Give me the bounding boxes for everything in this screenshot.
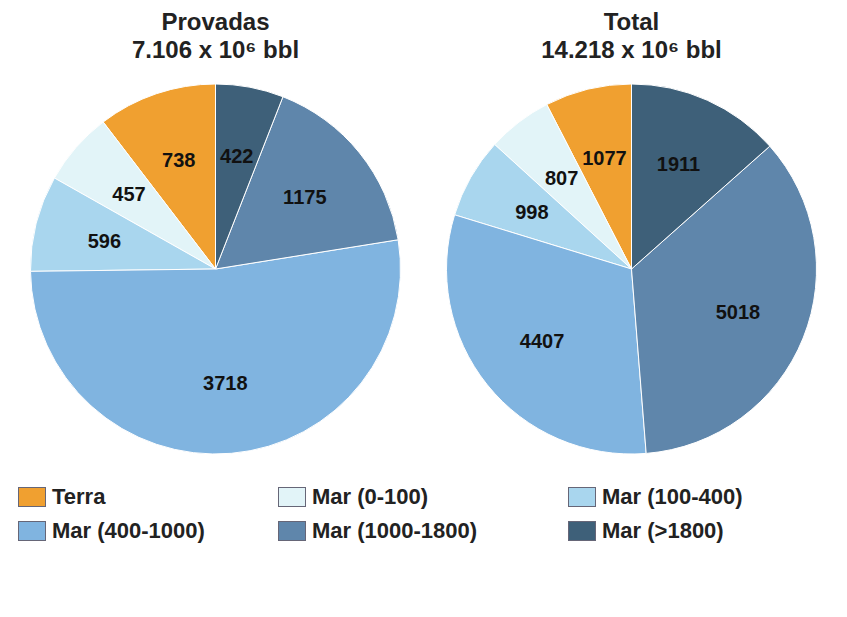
svg-text:457: 457 — [112, 183, 145, 205]
svg-text:3718: 3718 — [203, 372, 248, 394]
svg-text:738: 738 — [162, 149, 195, 171]
html-text:Mar (1000-1800): Mar (1000-1800) — [312, 518, 478, 543]
svg-text:998: 998 — [515, 201, 548, 223]
html-text:Mar (0-100): Mar (0-100) — [312, 484, 429, 509]
svg-text:4407: 4407 — [520, 330, 565, 352]
svg-text:1175: 1175 — [283, 186, 326, 208]
svg-text:807: 807 — [545, 167, 578, 189]
html-text:Mar (>1800): Mar (>1800) — [602, 518, 724, 543]
html-text:Provadas: Provadas — [161, 8, 270, 35]
svg-text:1077: 1077 — [582, 147, 627, 169]
html-text:7.106 x 10⁶ bbl: 7.106 x 10⁶ bbl — [131, 36, 300, 63]
html-text:Mar (100-400): Mar (100-400) — [602, 484, 743, 509]
svg-text:422: 422 — [220, 145, 253, 167]
html-text:Total: Total — [603, 8, 660, 35]
html-text:Terra: Terra — [52, 484, 106, 509]
svg-text:1911: 1911 — [657, 153, 700, 175]
svg-text:596: 596 — [88, 230, 121, 252]
html-text:Mar (400-1000): Mar (400-1000) — [52, 518, 205, 543]
html-text:14.218 x 10⁶ bbl: 14.218 x 10⁶ bbl — [541, 36, 722, 63]
svg-text:5018: 5018 — [716, 301, 761, 323]
